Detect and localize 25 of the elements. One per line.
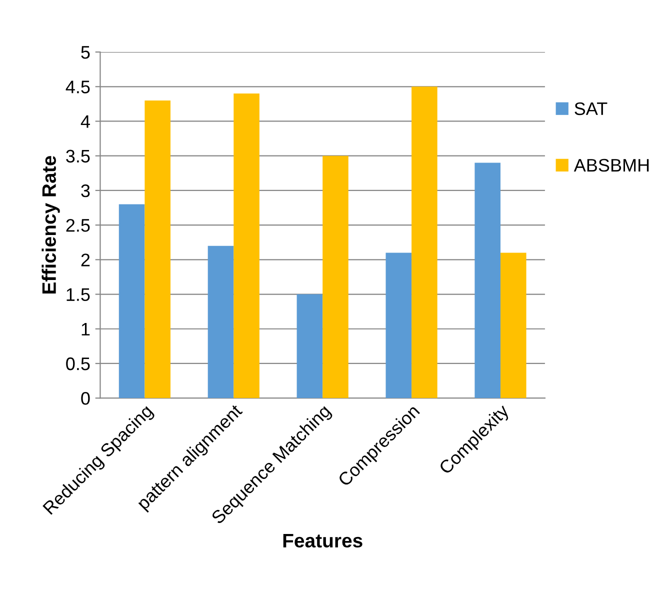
y-tick-label: 1.5 — [66, 288, 90, 301]
y-tick-label: 4.5 — [66, 80, 90, 94]
y-tick-label: 3 — [81, 184, 90, 198]
y-tick-label: 5 — [81, 46, 90, 59]
y-axis-title: Efficiency Rate — [42, 156, 60, 294]
x-axis-title: Features — [283, 534, 362, 548]
bar — [322, 156, 348, 398]
legend-label: ABSBMH — [574, 158, 649, 172]
y-tick-label: 0.5 — [66, 357, 90, 370]
y-tick-label: 2 — [81, 254, 90, 266]
bar — [118, 204, 145, 398]
y-tick-label: 0 — [81, 392, 90, 405]
legend-label: SAT — [574, 102, 608, 116]
y-tick-label: 3.5 — [66, 150, 90, 163]
y-tick-label: 1 — [82, 323, 90, 336]
bar — [386, 252, 412, 398]
bar — [474, 162, 500, 398]
bar — [500, 252, 526, 398]
bar — [412, 86, 438, 398]
bar — [234, 94, 260, 398]
bar — [208, 246, 234, 398]
bar — [144, 100, 170, 398]
y-tick-label: 2.5 — [66, 218, 90, 232]
y-tick-label: 4 — [80, 115, 90, 128]
bar — [296, 294, 323, 398]
